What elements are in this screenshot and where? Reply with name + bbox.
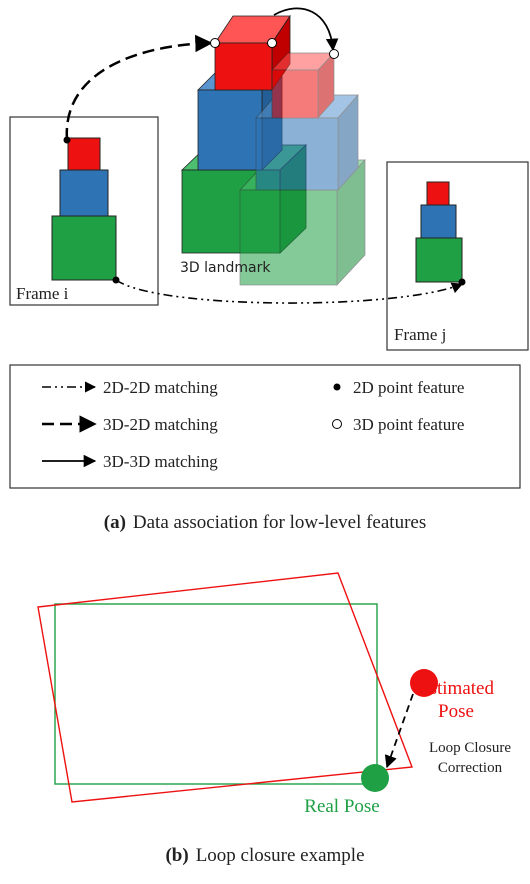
legend: 2D-2D matching 3D-2D matching 3D-3D matc… [10,365,520,488]
red-block [68,138,100,170]
real-trajectory [55,604,377,784]
frame-label: Frame j [394,325,446,344]
caption-text: Loop closure example [196,845,365,866]
cube-front [272,70,318,118]
legend-label: 3D-3D matching [103,452,218,471]
legend-3d-point [333,420,342,429]
caption-b: (b) Loop closure example [165,845,364,866]
real-pose-marker [361,764,389,792]
correction-label: Loop Closure Correction [429,740,511,776]
caption-a: (a) Data association for low-level featur… [104,512,426,533]
2d-point [113,277,120,284]
blue-block [60,170,108,216]
legend-label: 2D-2D matching [103,378,218,397]
2d-point [64,137,71,144]
legend-2d-point [334,384,341,391]
caption-label: (a) [104,512,126,533]
legend-label: 3D-2D matching [103,415,218,434]
3d-point [330,50,339,59]
cube-front [215,43,272,90]
caption-text: Data association for low-level features [133,512,426,533]
blue-block [421,205,456,238]
frame-label: Frame i [16,284,69,303]
2d-point [459,279,466,286]
landmark-label: 3D landmark [180,260,271,276]
legend-label: 2D point feature [353,378,464,397]
frame-j: Frame j [387,162,528,350]
cube-front [256,118,338,190]
cube-front [198,90,262,170]
label-line: Correction [438,760,503,776]
green-block [416,238,462,282]
caption-label: (b) [165,845,188,866]
3d-point [211,39,220,48]
green-block [52,216,116,280]
3d-point [268,39,277,48]
estimated-trajectory [38,573,412,802]
red-block [427,182,449,205]
legend-label: 3D point feature [353,415,464,434]
figure: Frame i Frame j 3D landmark [0,0,530,884]
frame-i: Frame i [10,117,158,305]
label-line: Pose [438,701,474,722]
label-line: Estimated [418,678,494,699]
page: {"panel_a": { "frame_i_label": "Frame i"… [0,0,530,884]
label-line: Loop Closure [429,740,511,756]
real-pose-label: Real Pose [304,796,379,817]
correction-arrow [387,694,413,767]
